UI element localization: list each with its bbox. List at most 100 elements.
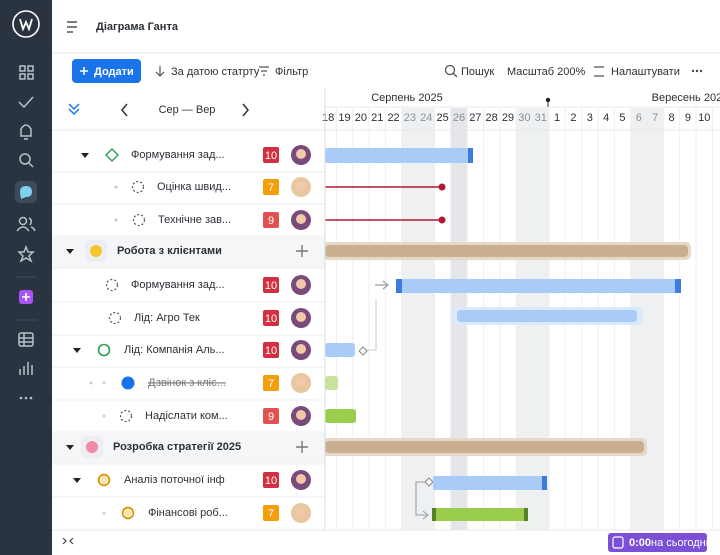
priority-badge bbox=[263, 505, 279, 521]
group-bar bbox=[325, 441, 644, 453]
priority-badge bbox=[263, 179, 279, 195]
indent-dot bbox=[102, 511, 106, 515]
group-bar bbox=[325, 245, 688, 257]
today-time: 0:00 bbox=[629, 537, 651, 549]
status-icon bbox=[105, 148, 119, 162]
dependency-line bbox=[375, 280, 389, 290]
day-label: 26 bbox=[453, 112, 465, 124]
priority-badge bbox=[263, 408, 279, 424]
task-name[interactable]: Формування зад... bbox=[131, 149, 225, 161]
priority-number: 10 bbox=[265, 475, 277, 487]
group-name[interactable]: Робота з клієнтами bbox=[117, 245, 222, 257]
priority-number: 9 bbox=[268, 215, 274, 227]
day-label: 30 bbox=[518, 112, 530, 124]
assignee-face bbox=[296, 149, 306, 159]
scale-button[interactable]: Масштаб 200% bbox=[507, 66, 585, 78]
priority-number: 10 bbox=[265, 280, 277, 292]
priority-badge bbox=[263, 310, 279, 326]
add-label: Додати bbox=[94, 66, 134, 78]
task-name[interactable]: Лід: Агро Тек bbox=[134, 312, 200, 324]
assignee-face bbox=[296, 214, 306, 224]
task-name[interactable]: Формування зад... bbox=[131, 279, 225, 291]
priority-number: 10 bbox=[265, 345, 277, 357]
settings-button[interactable]: Налаштувати bbox=[611, 66, 680, 78]
priority-badge bbox=[263, 375, 279, 391]
status-icon bbox=[97, 473, 111, 487]
priority-number: 10 bbox=[265, 150, 277, 162]
expand-caret[interactable] bbox=[73, 348, 81, 353]
month-label: Вересень 2025 bbox=[652, 92, 720, 104]
today-marker bbox=[545, 97, 551, 103]
day-label: 6 bbox=[636, 112, 642, 124]
task-name[interactable]: Дзвінок з кліє... bbox=[148, 377, 226, 389]
task-bar bbox=[325, 376, 338, 390]
search-icon bbox=[444, 64, 456, 76]
expand-caret[interactable] bbox=[73, 478, 81, 483]
day-label: 29 bbox=[502, 112, 514, 124]
gantt-area: 18 19 20 21 22 23 24 25 26 27 28 29 30 31 1 2 3 4 5 6 7 8 9 10С… bbox=[322, 92, 720, 530]
next-button[interactable] bbox=[242, 103, 249, 117]
task-bar bbox=[325, 148, 473, 163]
expand-caret[interactable] bbox=[66, 445, 74, 450]
assignee-face bbox=[296, 344, 306, 354]
assignee-face bbox=[296, 474, 306, 484]
expand-caret[interactable] bbox=[66, 249, 74, 254]
range-label: Сер — Вер bbox=[159, 104, 216, 116]
add-button[interactable] bbox=[72, 59, 141, 83]
dependency-point bbox=[424, 477, 434, 487]
sidebar-icons[interactable] bbox=[15, 65, 37, 400]
today-icon bbox=[612, 536, 624, 549]
status-icon bbox=[105, 278, 119, 292]
indent-dot bbox=[114, 185, 118, 189]
bar-handle bbox=[542, 476, 547, 490]
assignee-face bbox=[296, 377, 306, 387]
bar-handle bbox=[675, 279, 681, 293]
menu-icon[interactable] bbox=[67, 21, 77, 33]
priority-number: 9 bbox=[268, 411, 274, 423]
day-label: 24 bbox=[420, 112, 432, 124]
add-subtask[interactable] bbox=[296, 441, 308, 453]
logo-mark bbox=[19, 18, 33, 32]
priority-number: 10 bbox=[265, 313, 277, 325]
search-button[interactable]: Пошук bbox=[461, 66, 494, 78]
day-label: 9 bbox=[685, 112, 691, 124]
task-name[interactable]: Технічне зав... bbox=[158, 214, 231, 226]
task-bar bbox=[325, 343, 355, 357]
filter-button[interactable]: Фільтр bbox=[275, 66, 308, 78]
sort-icon bbox=[155, 66, 165, 77]
expand-caret[interactable] bbox=[81, 153, 89, 158]
add-subtask[interactable] bbox=[296, 245, 308, 257]
weekend-column bbox=[418, 108, 435, 530]
indent-dot bbox=[102, 381, 106, 385]
day-label: 4 bbox=[603, 112, 609, 124]
dependency-point bbox=[358, 346, 368, 356]
milestone-dot bbox=[438, 183, 446, 191]
collapse-all[interactable] bbox=[68, 103, 80, 116]
task-name[interactable]: Надіслати ком... bbox=[145, 410, 228, 422]
task-name[interactable]: Лід: Компанія Аль... bbox=[124, 344, 225, 356]
bar-handle bbox=[432, 508, 436, 521]
task-name[interactable]: Оцінка швид... bbox=[157, 181, 231, 193]
task-name[interactable]: Фінансові роб... bbox=[148, 507, 228, 519]
day-label: 20 bbox=[355, 112, 367, 124]
priority-number: 7 bbox=[268, 378, 274, 390]
priority-badge bbox=[263, 147, 279, 163]
day-label: 10 bbox=[698, 112, 710, 124]
task-name[interactable]: Аналіз поточної інф bbox=[124, 474, 225, 486]
group-name[interactable]: Розробка стратегії 2025 bbox=[113, 441, 241, 453]
day-label: 25 bbox=[437, 112, 449, 124]
more-button[interactable] bbox=[691, 69, 703, 73]
task-rows: Формування зад... 10 Оцінка швид... 7 Техніч… bbox=[52, 145, 325, 531]
weekend-column bbox=[401, 108, 419, 530]
status-icon bbox=[108, 311, 122, 325]
logo[interactable] bbox=[12, 10, 40, 38]
today-button[interactable] bbox=[608, 533, 707, 552]
sort-button[interactable]: За датою статрту bbox=[171, 66, 260, 78]
expand-button[interactable] bbox=[62, 537, 74, 545]
day-label: 23 bbox=[404, 112, 416, 124]
prev-button[interactable] bbox=[121, 103, 128, 117]
task-bar bbox=[432, 508, 528, 521]
day-label: 27 bbox=[469, 112, 481, 124]
indent-dot bbox=[102, 414, 106, 418]
